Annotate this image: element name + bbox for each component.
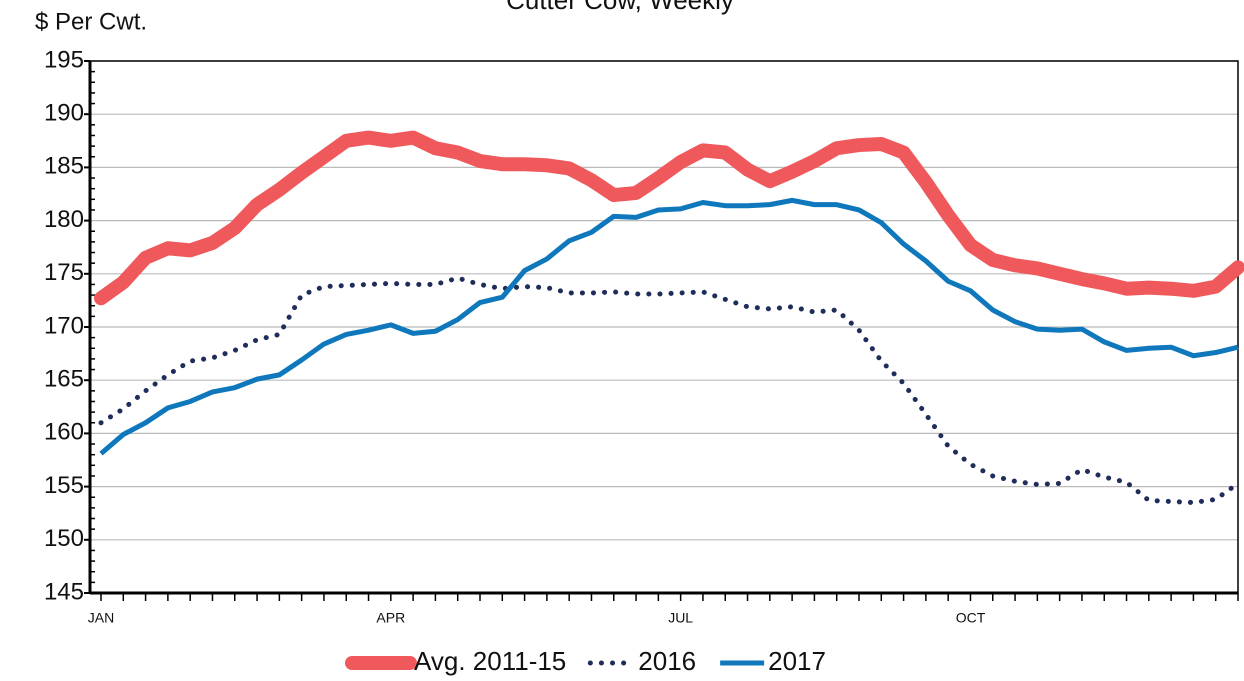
x-tick-label: JAN <box>88 610 114 626</box>
legend-label: 2017 <box>768 646 826 676</box>
series-line <box>94 130 1244 306</box>
y-tick-label: 150 <box>44 525 84 552</box>
x-tick-label: JUL <box>668 610 693 626</box>
y-tick-label: 190 <box>44 100 84 127</box>
y-tick-label: 180 <box>44 206 84 233</box>
x-tick-label: OCT <box>956 610 986 626</box>
series-line <box>98 275 1241 506</box>
y-tick-label: 165 <box>44 366 84 393</box>
y-tick-label: 170 <box>44 312 84 339</box>
chart-title: Cutter Cow, Weekly <box>506 0 734 15</box>
y-tick-label: 175 <box>44 259 84 286</box>
y-axis-label: $ Per Cwt. <box>35 8 147 35</box>
x-tick-label: APR <box>376 610 405 626</box>
y-tick-label: 145 <box>44 578 84 605</box>
y-tick-label: 195 <box>44 46 84 73</box>
y-tick-label: 185 <box>44 153 84 180</box>
legend-label: 2016 <box>638 646 696 676</box>
y-tick-label: 155 <box>44 472 84 499</box>
y-tick-label: 160 <box>44 419 84 446</box>
legend-label: Avg. 2011-15 <box>414 646 566 676</box>
series-line <box>99 197 1239 456</box>
